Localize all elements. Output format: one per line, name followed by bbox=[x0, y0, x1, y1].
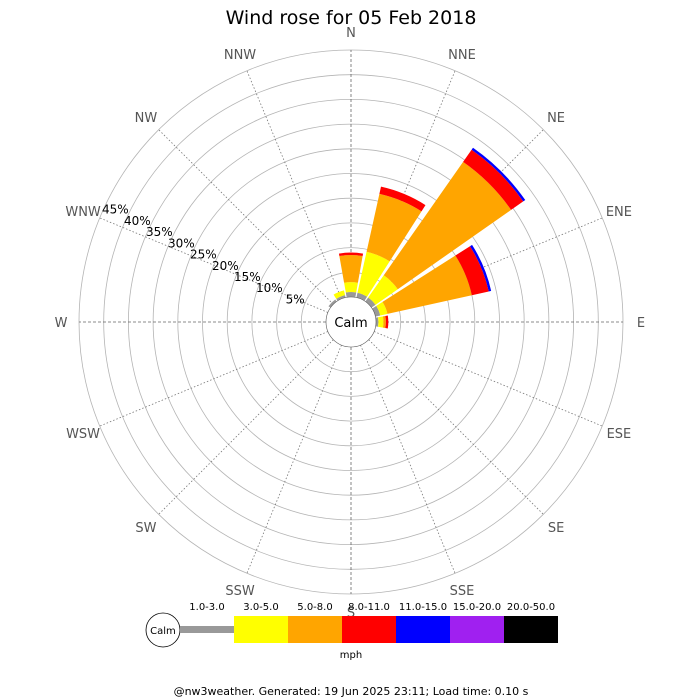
petal-ene-bin-3 bbox=[455, 246, 489, 296]
legend-bin-label-6: 20.0-50.0 bbox=[507, 602, 555, 613]
direction-label-sse: SSE bbox=[450, 584, 475, 599]
direction-label-ssw: SSW bbox=[225, 584, 255, 599]
legend-bin-label-5: 15.0-20.0 bbox=[453, 602, 501, 613]
direction-label-w: W bbox=[55, 316, 68, 331]
petal-n-bin-1 bbox=[344, 282, 358, 293]
percent-label-25: 25% bbox=[190, 248, 217, 262]
radial-grid bbox=[78, 49, 624, 595]
petal-ene-bin-4 bbox=[469, 244, 492, 292]
percent-label-5: 5% bbox=[286, 292, 305, 306]
direction-label-ne: NE bbox=[547, 111, 565, 126]
percent-labels: 5%10%15%20%25%30%35%40%45% bbox=[102, 203, 305, 307]
spoke-ene bbox=[373, 217, 603, 313]
grid-ring-25 bbox=[202, 173, 500, 471]
spoke-nne bbox=[360, 70, 456, 300]
calm-center: Calm bbox=[325, 296, 377, 348]
percent-label-35: 35% bbox=[146, 225, 173, 239]
spoke-wnw bbox=[99, 217, 329, 313]
legend-bin-label-4: 11.0-15.0 bbox=[399, 602, 447, 613]
petal-e-bin-1 bbox=[378, 316, 384, 328]
spoke-ese bbox=[373, 331, 603, 427]
petal-ne-bin-4 bbox=[471, 147, 526, 202]
percent-label-15: 15% bbox=[234, 270, 261, 284]
spoke-se bbox=[368, 339, 544, 515]
petal-nne-bin-3 bbox=[379, 186, 426, 212]
grid-ring-15 bbox=[251, 222, 451, 422]
direction-label-ese: ESE bbox=[607, 427, 632, 442]
petal-e-bin-0 bbox=[375, 317, 379, 327]
grid-ring-30 bbox=[177, 148, 525, 496]
legend-bin-2 bbox=[288, 616, 342, 643]
legend-calm-label: Calm bbox=[150, 626, 176, 637]
spoke-nnw bbox=[246, 70, 342, 300]
percent-label-40: 40% bbox=[124, 214, 151, 228]
direction-label-ene: ENE bbox=[606, 205, 632, 220]
spoke-sw bbox=[158, 339, 334, 515]
petal-e-bin-3 bbox=[385, 315, 389, 329]
legend-bin-1 bbox=[234, 616, 288, 643]
petal-nne-bin-2 bbox=[366, 193, 422, 262]
petal-nw-bin-0 bbox=[328, 299, 337, 308]
direction-label-se: SE bbox=[548, 521, 564, 536]
petal-n-bin-0 bbox=[345, 292, 357, 298]
spoke-ssw bbox=[246, 344, 342, 574]
grid-ring-20 bbox=[226, 197, 476, 447]
speed-legend: Calm mph 1.0-3.0 3.0-5.0 5.0-8.0 8.0-11.0 11… bbox=[145, 602, 558, 661]
petal-ene-bin-0 bbox=[372, 305, 381, 317]
petal-n-bin-2 bbox=[339, 255, 363, 283]
direction-label-wsw: WSW bbox=[66, 427, 100, 442]
direction-label-wnw: WNW bbox=[65, 205, 101, 220]
petal-n-bin-3 bbox=[338, 252, 364, 257]
petal-nne-bin-0 bbox=[356, 292, 368, 301]
direction-labels: N NNE NE ENE E ESE SE SSE S SSW SW WSW W WNW NW NNW bbox=[55, 26, 646, 621]
petal-ne-bin-0 bbox=[365, 297, 376, 308]
legend-bin-label-2: 5.0-8.0 bbox=[297, 602, 332, 613]
grid-ring-10 bbox=[276, 247, 426, 397]
legend-bin-label-3: 8.0-11.0 bbox=[348, 602, 390, 613]
percent-label-20: 20% bbox=[212, 259, 239, 273]
legend-bin-5 bbox=[450, 616, 504, 643]
calm-circle bbox=[325, 296, 377, 348]
petal-ene-bin-1 bbox=[376, 301, 388, 316]
calm-label: Calm bbox=[334, 316, 367, 331]
petal-ene-bin-2 bbox=[382, 255, 472, 314]
footer-text: @nw3weather. Generated: 19 Jun 2025 23:1… bbox=[174, 685, 529, 698]
percent-label-30: 30% bbox=[168, 236, 195, 250]
petal-ne-bin-3 bbox=[463, 149, 524, 210]
legend-bin-3 bbox=[342, 616, 396, 643]
spoke-nw bbox=[158, 129, 334, 305]
direction-label-n: N bbox=[346, 26, 356, 41]
direction-label-s: S bbox=[347, 606, 355, 621]
direction-label-nw: NW bbox=[135, 111, 158, 126]
petal-ne-bin-2 bbox=[383, 161, 512, 290]
legend-bin-0 bbox=[180, 626, 234, 633]
petal-nnw-bin-1 bbox=[333, 290, 346, 299]
direction-label-nnw: NNW bbox=[224, 48, 256, 63]
spoke-wsw bbox=[99, 331, 329, 427]
direction-label-sw: SW bbox=[135, 521, 156, 536]
chart-title: Wind rose for 05 Feb 2018 bbox=[226, 7, 477, 29]
legend-bin-label-0: 1.0-3.0 bbox=[189, 602, 224, 613]
direction-label-nne: NNE bbox=[448, 48, 476, 63]
legend-bin-4 bbox=[396, 616, 450, 643]
direction-label-e: E bbox=[637, 316, 645, 331]
spoke-sse bbox=[360, 344, 456, 574]
wind-petals bbox=[328, 147, 526, 329]
legend-bin-6 bbox=[504, 616, 558, 643]
percent-label-10: 10% bbox=[256, 281, 283, 295]
legend-unit-label: mph bbox=[340, 650, 362, 661]
petal-nne-bin-1 bbox=[357, 251, 390, 297]
percent-label-45: 45% bbox=[102, 203, 129, 217]
petal-nnw-bin-0 bbox=[336, 295, 346, 301]
petal-ne-bin-1 bbox=[368, 275, 398, 305]
legend-bin-label-1: 3.0-5.0 bbox=[243, 602, 278, 613]
petal-e-bin-2 bbox=[382, 315, 386, 329]
